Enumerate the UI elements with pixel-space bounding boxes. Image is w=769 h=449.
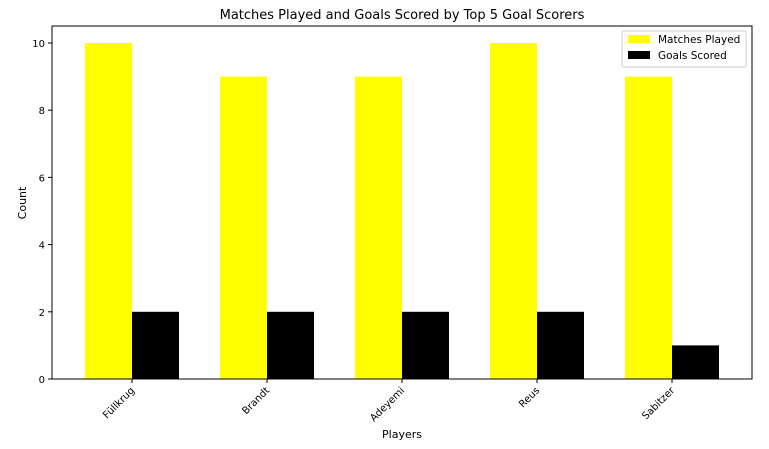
x-tick-label: Reus bbox=[517, 385, 542, 410]
bar-goals-scored bbox=[537, 311, 584, 379]
bar-goals-scored bbox=[402, 311, 449, 379]
y-tick-label: 8 bbox=[39, 106, 45, 117]
bar-goals-scored bbox=[672, 345, 719, 379]
x-axis: Füllkrug Brandt Adeyemi Reus Sabitzer bbox=[101, 379, 678, 424]
legend-swatch bbox=[628, 51, 650, 59]
bar-matches-played bbox=[490, 43, 537, 379]
x-tick-label: Adeyemi bbox=[368, 385, 407, 424]
legend-frame bbox=[621, 30, 747, 68]
x-tick-label: Brandt bbox=[241, 385, 273, 417]
bar-goals-scored bbox=[267, 311, 314, 379]
bar-matches-played bbox=[85, 43, 132, 379]
bar-matches-played bbox=[625, 76, 672, 379]
legend-label: Matches Played bbox=[658, 34, 740, 46]
bars-layer bbox=[85, 43, 719, 379]
y-tick-label: 10 bbox=[32, 39, 45, 50]
bar-goals-scored bbox=[132, 311, 179, 379]
legend-label: Goals Scored bbox=[658, 50, 727, 62]
y-axis-label: Count bbox=[16, 186, 29, 219]
x-tick-label: Füllkrug bbox=[101, 385, 137, 421]
y-axis: 0 2 4 6 8 10 bbox=[32, 39, 52, 386]
bar-matches-played bbox=[355, 76, 402, 379]
y-tick-label: 6 bbox=[39, 173, 45, 184]
chart-title: Matches Played and Goals Scored by Top 5… bbox=[220, 8, 585, 23]
y-tick-label: 4 bbox=[39, 241, 45, 252]
y-tick-label: 2 bbox=[39, 308, 45, 319]
y-tick-label: 0 bbox=[39, 375, 45, 386]
bar-matches-played bbox=[220, 76, 267, 379]
x-axis-label: Players bbox=[382, 428, 422, 441]
legend-swatch bbox=[628, 35, 650, 43]
x-tick-label: Sabitzer bbox=[640, 385, 677, 422]
legend: Matches Played Goals Scored bbox=[621, 30, 747, 68]
